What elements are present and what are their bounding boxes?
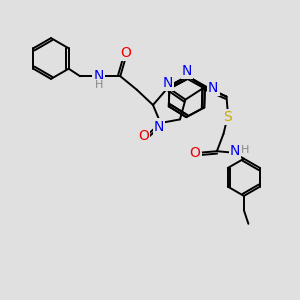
Text: N: N bbox=[162, 76, 172, 90]
Text: N: N bbox=[154, 120, 164, 134]
Text: N: N bbox=[208, 81, 218, 94]
Text: S: S bbox=[224, 110, 232, 124]
Text: N: N bbox=[94, 69, 104, 83]
Text: H: H bbox=[94, 80, 103, 90]
Text: O: O bbox=[138, 129, 149, 143]
Text: N: N bbox=[182, 64, 192, 78]
Text: N: N bbox=[230, 144, 240, 158]
Text: O: O bbox=[190, 146, 200, 160]
Text: H: H bbox=[241, 145, 249, 155]
Text: O: O bbox=[120, 46, 131, 60]
